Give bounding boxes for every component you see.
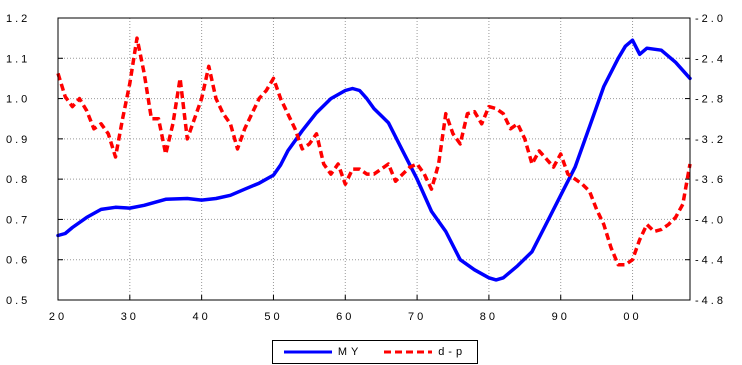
plot-frame [57, 17, 691, 301]
left-tick-label: 0.6 [6, 255, 30, 267]
left-tick-label: 1.1 [6, 53, 30, 65]
series-line-d-p [56, 36, 692, 267]
left-tick-label: 1.2 [6, 13, 30, 25]
x-tick-label: 70 [408, 311, 426, 323]
line-chart: 0.5 0.6 0.7 0.8 0.9 1.0 1.1 1.2 -4.8 -4.4 -4.0 -3.6… [6, 13, 726, 323]
left-tick-label: 0.7 [6, 214, 30, 226]
right-tick-label: -2.4 [695, 53, 726, 65]
x-tick-label: 90 [552, 311, 570, 323]
legend-item-d-p: d-p [384, 346, 466, 358]
right-tick-label: -2.0 [695, 13, 726, 25]
right-tick-label: -3.6 [695, 174, 726, 186]
left-tick-label: 0.9 [6, 134, 30, 146]
legend: MY d-p [272, 340, 478, 364]
x-tick-label: 60 [336, 311, 354, 323]
right-tick-label: -4.8 [695, 295, 726, 307]
legend-item-my: MY [283, 346, 363, 358]
legend-label-d-p: d-p [438, 346, 467, 358]
left-tick-label: 0.8 [6, 174, 30, 186]
x-tick-label: 80 [480, 311, 498, 323]
right-tick-label: -2.8 [695, 94, 726, 106]
axes: 0.5 0.6 0.7 0.8 0.9 1.0 1.1 1.2 -4.8 -4.4 -4.0 -3.6… [6, 13, 726, 323]
right-tick-label: -4.4 [695, 255, 726, 267]
legend-swatch-my [283, 350, 332, 354]
x-tick-label: 20 [49, 311, 67, 323]
legend-swatch-d-p [384, 350, 433, 354]
x-tick-label: 00 [623, 311, 641, 323]
series-lines [56, 36, 692, 282]
x-tick-label: 50 [264, 311, 282, 323]
grid-lines [58, 18, 690, 300]
series-line-my [56, 38, 692, 282]
right-tick-label: -4.0 [695, 214, 726, 226]
x-tick-label: 40 [193, 311, 211, 323]
x-tick-label: 30 [121, 311, 139, 323]
left-tick-label: 0.5 [6, 295, 30, 307]
right-tick-label: -3.2 [695, 134, 726, 146]
left-tick-label: 1.0 [6, 94, 30, 106]
legend-label-my: MY [337, 346, 363, 358]
